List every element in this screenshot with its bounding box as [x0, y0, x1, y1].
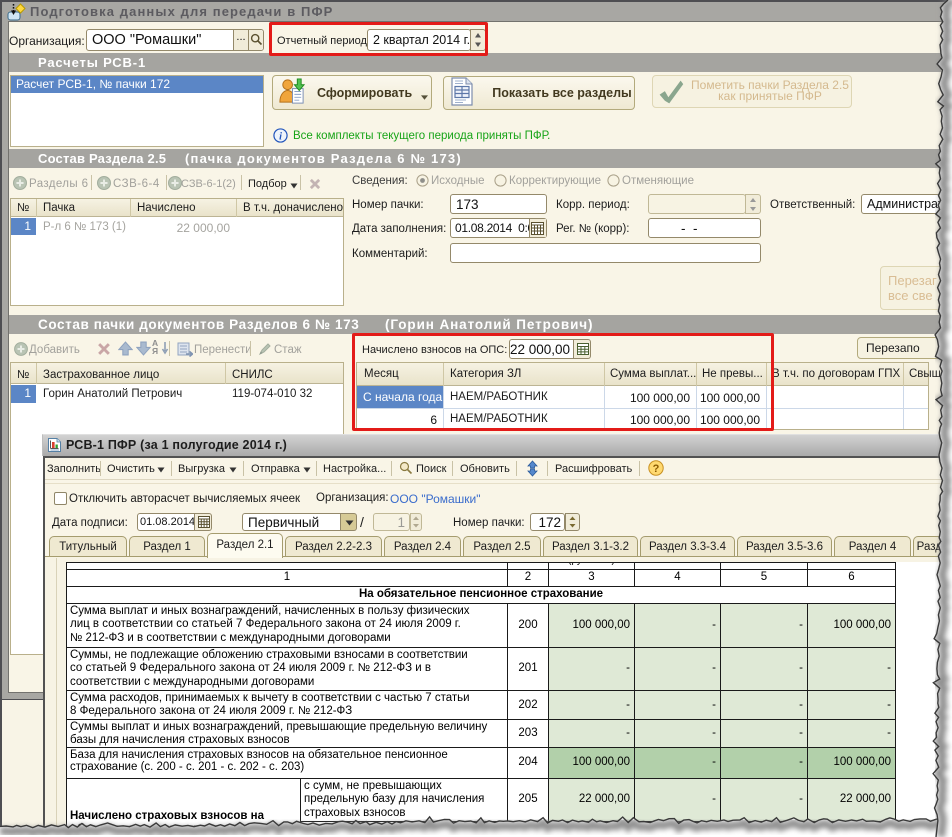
- svg-text:?: ?: [653, 463, 660, 475]
- svg-text:i: i: [279, 131, 282, 142]
